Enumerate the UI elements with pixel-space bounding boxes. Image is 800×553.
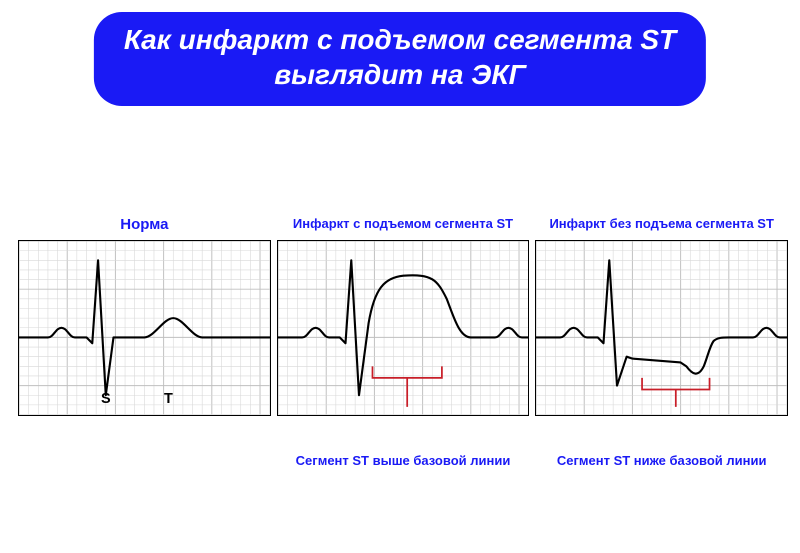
title-banner: Как инфаркт с подъемом сегмента ST выгля… <box>94 12 706 106</box>
panel-stemi-title: Инфаркт с подъемом сегмента ST <box>277 216 530 231</box>
bracket-nstemi <box>642 378 709 407</box>
grid-normal <box>19 241 270 415</box>
panel-normal-title: Норма <box>18 216 271 233</box>
label-s: S <box>101 391 111 407</box>
panel-stemi-grid <box>277 240 530 416</box>
panel-normal-grid: S T <box>18 240 271 416</box>
panel-nstemi: Инфаркт без подъема сегмента ST Сегмент … <box>535 240 788 416</box>
ecg-panels: Норма S T Инфаркт с подъемом сегмента ST… <box>18 240 788 416</box>
panel-nstemi-caption: Сегмент ST ниже базовой линии <box>535 453 788 468</box>
panel-nstemi-title: Инфаркт без подъема сегмента ST <box>535 216 788 231</box>
title-line-1: Как инфаркт с подъемом сегмента ST <box>124 22 676 57</box>
panel-normal-svg: S T <box>19 241 270 415</box>
panel-stemi-caption: Сегмент ST выше базовой линии <box>277 453 530 468</box>
panel-stemi-svg <box>278 241 529 415</box>
panel-nstemi-svg <box>536 241 787 415</box>
bracket-stemi <box>372 366 441 406</box>
panel-nstemi-grid <box>535 240 788 416</box>
title-line-2: выглядит на ЭКГ <box>124 57 676 92</box>
panel-normal: Норма S T <box>18 240 271 416</box>
panel-stemi: Инфаркт с подъемом сегмента ST Сегмент S… <box>277 240 530 416</box>
label-t: T <box>164 391 173 407</box>
